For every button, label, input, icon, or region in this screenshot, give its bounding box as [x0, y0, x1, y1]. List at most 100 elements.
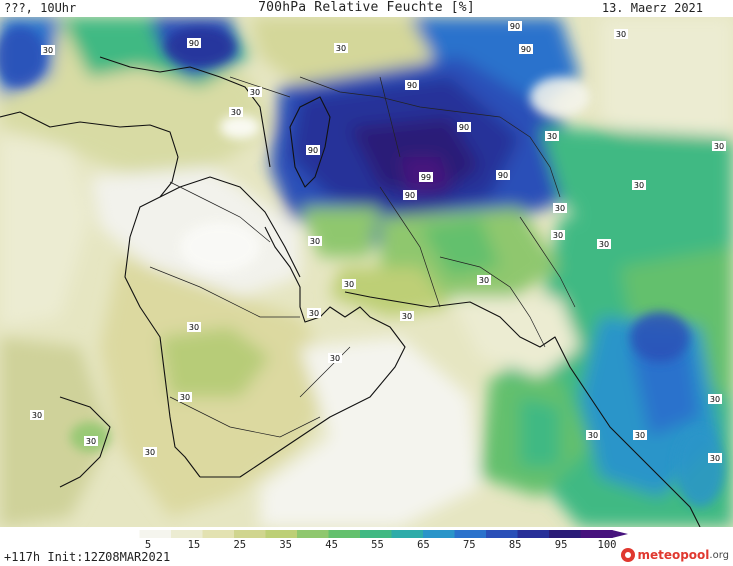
logo-tld: .org [709, 549, 729, 561]
legend-tick-label: 35 [279, 539, 292, 549]
svg-text:30: 30 [231, 108, 241, 117]
legend-swatch [454, 530, 487, 538]
contour-label: 30 [84, 436, 98, 446]
svg-text:30: 30 [710, 395, 720, 404]
color-legend: 5 15 25 35 45 55 65 75 85 95 100 [108, 530, 628, 549]
legend-swatch [360, 530, 393, 538]
footer: 5 15 25 35 45 55 65 75 85 95 100 +117h Init:12Z08M… [0, 527, 733, 566]
contour-label: 30 [307, 308, 321, 318]
meteopool-logo: meteopool .org [621, 546, 729, 564]
contour-label: 30 [342, 279, 356, 289]
legend-swatch [234, 530, 267, 538]
legend-tick-label: 55 [371, 539, 384, 549]
svg-text:30: 30 [330, 354, 340, 363]
contour-label: 30 [586, 430, 600, 440]
legend-swatch [171, 530, 204, 538]
contour-label: 30 [614, 29, 628, 39]
contour-label: 30 [553, 203, 567, 213]
contour-label: 90 [403, 190, 417, 200]
svg-text:30: 30 [250, 88, 260, 97]
contour-labels: 90 90 90 90 90 90 90 90 99 30 30 30 30 3… [30, 21, 726, 463]
legend-tick-label: 5 [145, 539, 151, 549]
contour-label: 90 [405, 80, 419, 90]
svg-text:90: 90 [510, 22, 520, 31]
svg-text:30: 30 [310, 237, 320, 246]
svg-text:30: 30 [479, 276, 489, 285]
legend-swatch [391, 530, 424, 538]
contour-label: 30 [248, 87, 262, 97]
contour-label: 30 [41, 45, 55, 55]
contour-label: 90 [508, 21, 522, 31]
svg-text:90: 90 [459, 123, 469, 132]
contour-label: 90 [519, 44, 533, 54]
legend-tick-label: 65 [417, 539, 430, 549]
legend-ticks: 5 15 25 35 45 55 65 75 85 95 100 [145, 539, 617, 549]
legend-tick-label: 100 [598, 539, 617, 549]
logo-name: meteopool [637, 548, 710, 562]
svg-text:30: 30 [43, 46, 53, 55]
humidity-map: 90 90 90 90 90 90 90 90 99 30 30 30 30 3… [0, 17, 733, 527]
contour-label: 30 [308, 236, 322, 246]
contour-label: 30 [633, 430, 647, 440]
legend-tick-label: 15 [188, 539, 201, 549]
legend-tick-label: 85 [509, 539, 522, 549]
svg-text:30: 30 [344, 280, 354, 289]
map-title: 700hPa Relative Feuchte [%] [258, 0, 475, 15]
legend-swatch [549, 530, 582, 538]
legend-swatch [139, 530, 172, 538]
svg-text:30: 30 [145, 448, 155, 457]
svg-text:30: 30 [616, 30, 626, 39]
forecast-time: ???, 10Uhr [4, 1, 77, 15]
legend-swatch [108, 530, 141, 538]
contour-label: 30 [178, 392, 192, 402]
legend-swatch [265, 530, 298, 538]
legend-tick-label: 25 [233, 539, 246, 549]
contour-label: 30 [143, 447, 157, 457]
contour-label: 30 [187, 322, 201, 332]
country-borders [149, 76, 576, 438]
legend-swatch [486, 530, 519, 538]
legend-swatch [328, 530, 361, 538]
svg-text:30: 30 [555, 204, 565, 213]
svg-text:30: 30 [634, 181, 644, 190]
svg-text:30: 30 [547, 132, 557, 141]
svg-text:30: 30 [588, 431, 598, 440]
contour-label: 30 [712, 141, 726, 151]
svg-text:99: 99 [421, 173, 431, 182]
svg-text:90: 90 [405, 191, 415, 200]
contour-label: 30 [328, 353, 342, 363]
contour-label: 30 [545, 131, 559, 141]
logo-icon [621, 548, 636, 562]
coastlines [0, 56, 701, 527]
svg-text:90: 90 [521, 45, 531, 54]
legend-tick-label: 45 [325, 539, 338, 549]
contour-label: 90 [457, 122, 471, 132]
legend-swatches [108, 530, 628, 538]
svg-text:30: 30 [180, 393, 190, 402]
svg-text:30: 30 [309, 309, 319, 318]
header-bar: ???, 10Uhr 700hPa Relative Feuchte [%] 1… [0, 0, 733, 17]
humidity-detail [0, 27, 725, 507]
svg-text:30: 30 [189, 323, 199, 332]
svg-text:30: 30 [714, 142, 724, 151]
svg-text:30: 30 [402, 312, 412, 321]
legend-arrow [612, 530, 628, 538]
contour-label: 30 [334, 43, 348, 53]
contour-label: 90 [187, 38, 201, 48]
svg-text:90: 90 [407, 81, 417, 90]
contour-label: 99 [419, 172, 433, 182]
legend-tick-label: 75 [463, 539, 476, 549]
legend-swatch [202, 530, 235, 538]
contour-label: 30 [551, 230, 565, 240]
legend-swatch [423, 530, 456, 538]
svg-text:90: 90 [498, 171, 508, 180]
forecast-date: 13. Maerz 2021 [601, 1, 703, 15]
contour-label: 30 [400, 311, 414, 321]
contour-label: 90 [496, 170, 510, 180]
svg-text:30: 30 [710, 454, 720, 463]
svg-text:30: 30 [553, 231, 563, 240]
svg-text:30: 30 [336, 44, 346, 53]
run-info: +117h Init:12Z08MAR2021 [4, 550, 171, 564]
svg-text:30: 30 [599, 240, 609, 249]
contour-label: 30 [632, 180, 646, 190]
